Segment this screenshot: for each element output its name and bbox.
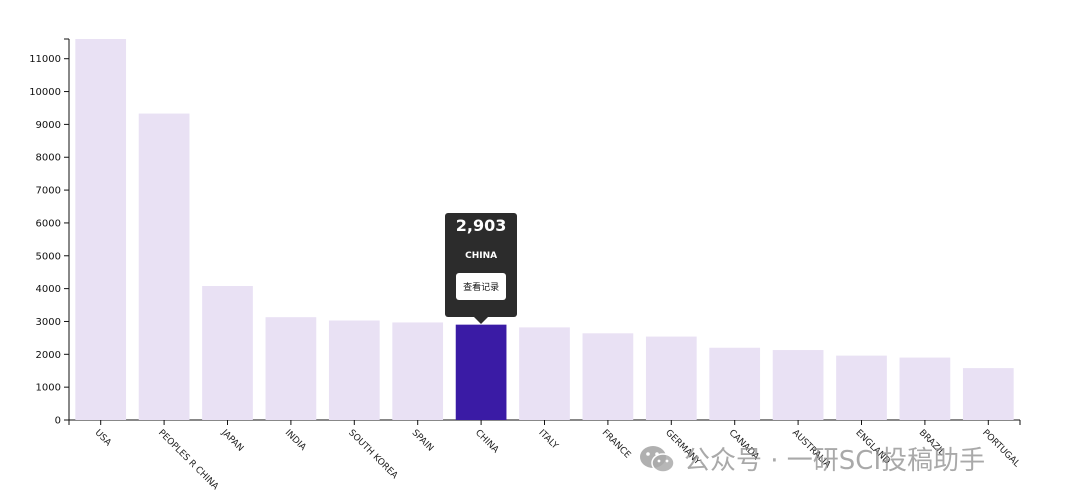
x-tick-label: SOUTH KOREA bbox=[346, 428, 400, 482]
bar-highlighted bbox=[455, 324, 507, 420]
x-tick-label: PEOPLES R CHINA bbox=[156, 428, 221, 493]
tooltip-label: CHINA bbox=[465, 250, 498, 261]
bar bbox=[962, 368, 1014, 420]
bar bbox=[645, 336, 697, 420]
view-records-button[interactable]: 查看记录 bbox=[456, 272, 507, 300]
tooltip-value: 2,903 bbox=[455, 215, 507, 235]
y-tick-label: 10000 bbox=[29, 87, 61, 98]
bar bbox=[392, 322, 444, 420]
bar bbox=[138, 113, 190, 420]
y-tick-label: 7000 bbox=[36, 186, 61, 197]
watermark-text: 公众号 · 一研SCI投稿助手 bbox=[684, 446, 986, 476]
y-tick-label: 9000 bbox=[36, 120, 61, 131]
watermark: 公众号 · 一研SCI投稿助手 bbox=[638, 440, 985, 477]
bar bbox=[265, 317, 317, 420]
bar bbox=[202, 285, 253, 420]
x-tick-label: JAPAN bbox=[219, 427, 245, 453]
wechat-icon bbox=[640, 445, 675, 473]
y-tick-label: 0 bbox=[55, 416, 61, 427]
x-tick-label: USA bbox=[93, 428, 114, 449]
x-tick-label: CHINA bbox=[473, 428, 501, 456]
y-tick-label: 1000 bbox=[36, 383, 61, 394]
value-tooltip: 2,903 CHINA 查看记录 bbox=[445, 212, 518, 324]
x-tick-label: SPAIN bbox=[410, 428, 436, 454]
bar bbox=[836, 355, 887, 420]
y-tick-label: 3000 bbox=[36, 317, 61, 328]
bar bbox=[75, 39, 127, 420]
bar bbox=[328, 320, 380, 420]
bar bbox=[519, 327, 570, 420]
x-tick-label: ITALY bbox=[536, 428, 560, 452]
x-tick-label: INDIA bbox=[283, 428, 308, 453]
x-tick-label: PORTUGAL bbox=[980, 428, 1021, 469]
bar bbox=[899, 357, 951, 420]
y-tick-label: 6000 bbox=[36, 218, 61, 229]
bar bbox=[582, 333, 634, 420]
bar bbox=[709, 347, 761, 420]
y-tick-label: 2000 bbox=[36, 350, 61, 361]
y-tick-label: 11000 bbox=[29, 54, 61, 65]
x-tick-label: FRANCE bbox=[600, 428, 633, 461]
y-tick-label: 8000 bbox=[36, 153, 61, 164]
y-tick-label: 5000 bbox=[36, 251, 61, 262]
y-tick-label: 4000 bbox=[36, 284, 61, 295]
bar bbox=[772, 350, 824, 420]
